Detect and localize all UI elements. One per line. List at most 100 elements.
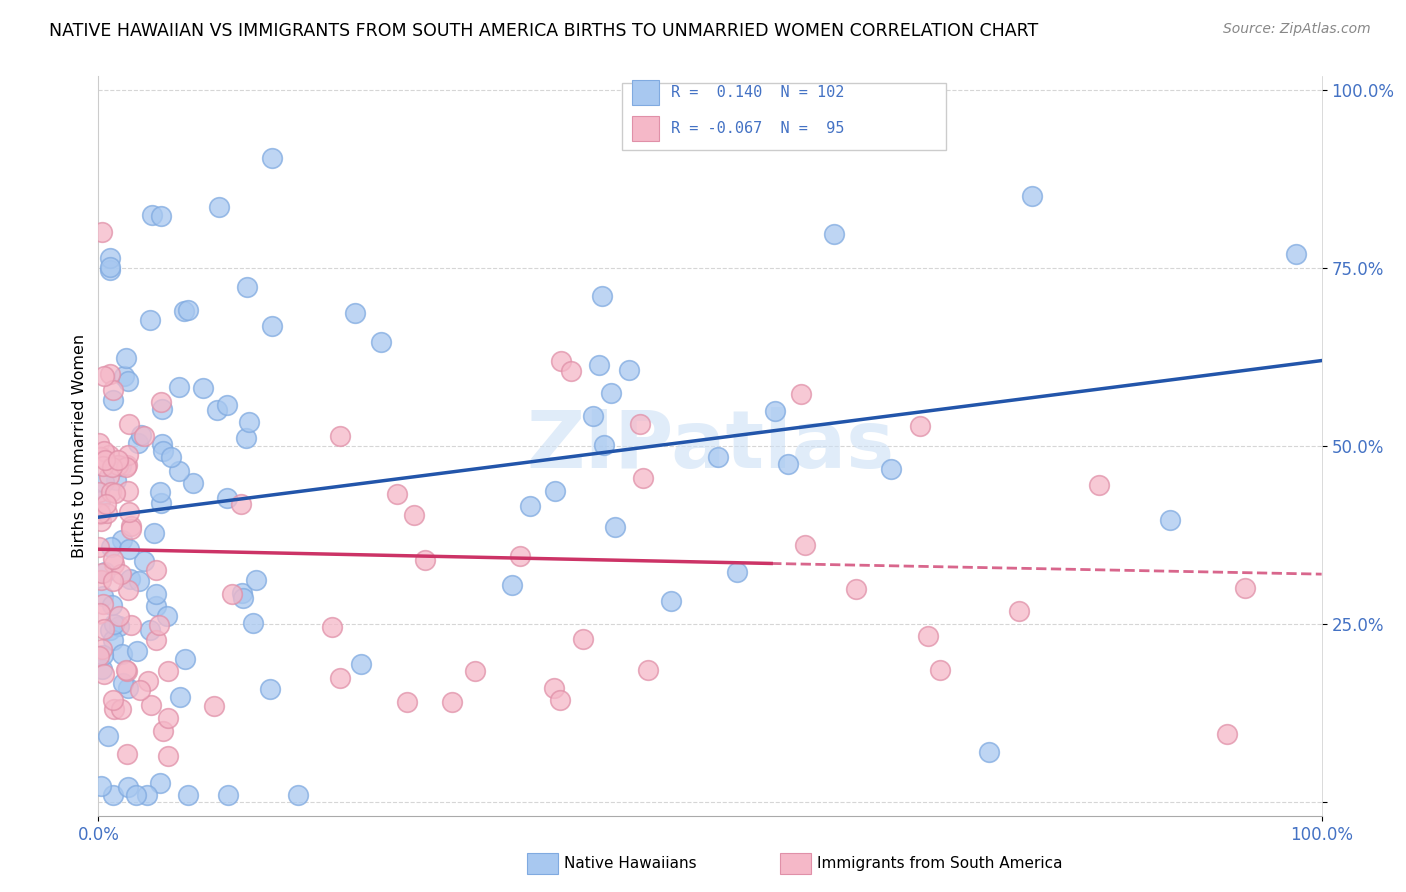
Point	[543, 681, 565, 695]
Point	[104, 473, 127, 487]
Point	[173, 651, 195, 665]
Text: Source: ZipAtlas.com: Source: ZipAtlas.com	[1223, 22, 1371, 37]
Point	[136, 674, 159, 689]
Point	[120, 518, 142, 533]
Text: R = -0.067  N =  95: R = -0.067 N = 95	[671, 121, 844, 136]
Point	[238, 416, 260, 430]
Point	[89, 494, 111, 508]
Point	[387, 487, 409, 501]
Point	[1234, 581, 1257, 595]
Point	[129, 683, 152, 698]
Point	[550, 693, 572, 707]
Point	[202, 699, 225, 714]
Point	[107, 458, 129, 472]
Point	[150, 436, 173, 450]
Point	[112, 676, 135, 690]
Point	[90, 780, 112, 794]
Point	[599, 385, 621, 400]
Point	[93, 444, 115, 458]
Point	[150, 209, 173, 223]
Point	[1008, 604, 1031, 618]
Point	[98, 260, 121, 274]
Point	[790, 386, 813, 401]
Point	[231, 586, 253, 600]
Point	[173, 304, 195, 318]
Point	[115, 458, 138, 472]
Point	[112, 369, 135, 384]
Point	[118, 417, 141, 431]
Point	[103, 633, 125, 648]
Point	[97, 729, 120, 743]
Point	[509, 549, 531, 563]
Point	[110, 533, 132, 547]
Point	[329, 671, 352, 685]
Point	[124, 788, 146, 802]
Point	[87, 485, 110, 500]
Point	[93, 368, 115, 383]
Point	[149, 776, 172, 790]
Point	[134, 428, 156, 442]
Point	[328, 429, 350, 443]
Point	[107, 453, 129, 467]
Point	[127, 436, 149, 450]
Point	[778, 457, 800, 471]
FancyBboxPatch shape	[621, 83, 946, 150]
Point	[155, 609, 177, 624]
Point	[110, 567, 132, 582]
Point	[117, 583, 139, 598]
Point	[593, 438, 616, 452]
Point	[370, 335, 392, 350]
Point	[150, 402, 173, 417]
FancyBboxPatch shape	[631, 116, 658, 141]
Point	[93, 565, 115, 579]
Point	[104, 486, 127, 500]
Point	[149, 485, 172, 500]
Point	[591, 289, 613, 303]
Point	[120, 572, 142, 586]
Point	[115, 663, 138, 677]
Point	[91, 597, 114, 611]
Point	[128, 574, 150, 588]
Point	[87, 540, 110, 554]
Point	[215, 491, 238, 506]
Point	[550, 353, 572, 368]
Point	[89, 435, 111, 450]
Point	[235, 431, 257, 445]
Point	[94, 453, 117, 467]
Point	[794, 538, 817, 552]
Point	[89, 507, 111, 521]
Point	[880, 462, 903, 476]
Point	[91, 590, 114, 604]
Point	[93, 622, 115, 636]
Point	[177, 788, 200, 802]
Point	[142, 526, 165, 541]
Point	[120, 618, 142, 632]
Point	[191, 381, 214, 395]
Point	[560, 364, 582, 378]
Point	[94, 497, 117, 511]
Point	[90, 573, 112, 587]
Point	[118, 541, 141, 556]
Point	[637, 663, 659, 677]
Point	[145, 633, 167, 648]
Point	[145, 587, 167, 601]
Point	[169, 690, 191, 705]
Point	[98, 469, 121, 483]
Point	[260, 151, 283, 165]
Point	[132, 554, 155, 568]
Point	[208, 200, 231, 214]
Point	[344, 305, 367, 319]
Point	[108, 609, 131, 624]
Point	[103, 617, 125, 632]
Point	[1159, 513, 1181, 527]
Point	[87, 648, 110, 663]
Text: R =  0.140  N = 102: R = 0.140 N = 102	[671, 86, 844, 100]
Point	[582, 409, 605, 423]
Point	[96, 506, 118, 520]
Point	[464, 664, 486, 678]
Point	[321, 620, 343, 634]
Point	[117, 374, 139, 388]
Point	[149, 496, 172, 510]
Point	[90, 450, 112, 464]
Point	[628, 417, 651, 431]
